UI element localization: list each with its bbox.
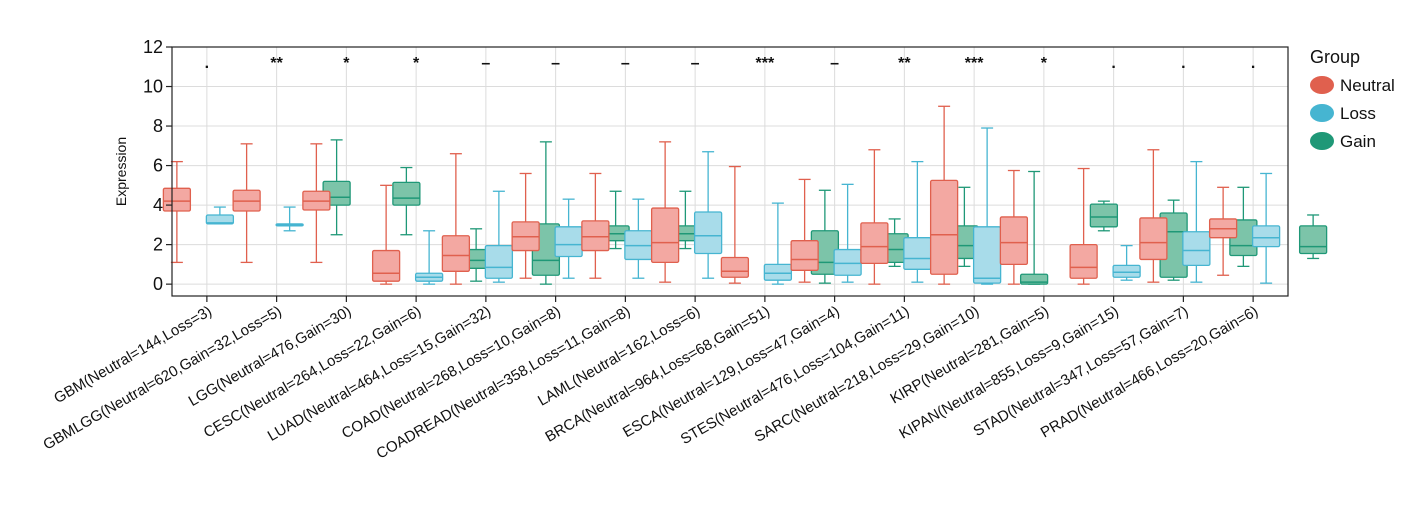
plot-frame <box>171 46 1289 297</box>
significance-mark: – <box>830 55 839 72</box>
box-neutral <box>999 169 1029 285</box>
box-loss <box>484 190 514 283</box>
box-neutral <box>162 160 192 264</box>
box-body <box>1251 225 1281 248</box>
significance-mark: . <box>205 55 209 72</box>
box-body <box>972 226 1002 284</box>
box-body <box>1069 243 1098 279</box>
box-body <box>581 220 610 252</box>
significance-mark: * <box>1041 55 1048 72</box>
box-loss <box>414 230 444 285</box>
box-loss <box>205 206 235 225</box>
box-body <box>1089 203 1119 228</box>
box-neutral <box>929 105 959 285</box>
significance-mark: * <box>343 55 350 72</box>
legend-swatch-loss <box>1310 104 1334 122</box>
box-neutral <box>232 143 261 264</box>
y-tick-label: 2 <box>153 235 163 255</box>
significance-mark: – <box>481 55 490 72</box>
box-loss <box>275 206 304 232</box>
box-body <box>371 249 401 282</box>
y-axis: 0 2 4 6 8 10 12 <box>143 37 172 294</box>
x-axis: GBM(Neutral=144,Loss=3)GBMLGG(Neutral=62… <box>40 296 1261 463</box>
legend-title: Group <box>1310 47 1360 67</box>
legend-swatch-neutral <box>1310 76 1334 94</box>
box-gain <box>392 166 421 236</box>
legend-label-loss: Loss <box>1340 104 1376 123</box>
box-body <box>833 248 862 276</box>
box-body <box>763 263 793 281</box>
box-body <box>903 237 932 270</box>
box-neutral <box>511 172 540 279</box>
box-body <box>929 179 959 275</box>
box-loss <box>903 160 932 283</box>
box-neutral <box>650 141 680 283</box>
box-neutral <box>302 143 331 264</box>
legend-label-gain: Gain <box>1340 132 1376 151</box>
y-tick-label: 6 <box>153 156 163 176</box>
box-body <box>441 235 471 272</box>
y-tick-label: 12 <box>143 37 163 57</box>
box-loss <box>1251 172 1281 284</box>
box-gain <box>1019 170 1049 285</box>
box-body <box>554 226 583 258</box>
y-tick-label: 10 <box>143 77 163 97</box>
box-body <box>205 214 235 225</box>
box-loss <box>1182 160 1211 283</box>
significance-mark: . <box>1181 55 1185 72</box>
legend-swatch-gain <box>1310 132 1334 150</box>
y-tick-label: 0 <box>153 274 163 294</box>
significance-mark: ** <box>270 55 283 72</box>
box-body <box>999 216 1029 266</box>
y-axis-label: Expression <box>113 137 129 206</box>
significance-mark: – <box>691 55 700 72</box>
box-body <box>693 211 723 255</box>
box-body <box>720 256 750 278</box>
legend-label-neutral: Neutral <box>1340 76 1395 95</box>
box-body <box>1112 264 1141 278</box>
significance-mark: – <box>551 55 560 72</box>
box-neutral <box>1139 149 1168 283</box>
box-loss <box>763 202 793 285</box>
box-neutral <box>581 172 610 279</box>
box-body <box>1298 225 1328 255</box>
box-neutral <box>441 153 471 285</box>
significance-marks: . ** * * – – – – *** – ** *** *... <box>205 55 1256 72</box>
box-loss <box>624 198 653 279</box>
box-neutral <box>720 165 750 284</box>
box-gain <box>1089 200 1119 232</box>
significance-mark: *** <box>965 55 984 72</box>
y-tick-label: 8 <box>153 116 163 136</box>
box-body <box>1139 217 1168 261</box>
x-tick-label: COADREAD(Neutral=358,Loss=11,Gain=8) <box>373 303 633 463</box>
box-neutral <box>790 178 819 283</box>
significance-mark: ** <box>898 55 911 72</box>
box-body <box>484 244 514 279</box>
y-tick-label: 4 <box>153 195 163 215</box>
box-loss <box>1112 244 1141 281</box>
box-body <box>650 207 680 264</box>
box-loss <box>693 151 723 279</box>
box-series <box>162 105 1328 285</box>
box-neutral <box>371 184 401 285</box>
significance-mark: * <box>413 55 420 72</box>
box-neutral <box>860 149 889 285</box>
box-body <box>860 222 889 265</box>
box-loss <box>972 127 1002 285</box>
significance-mark: . <box>1251 55 1255 72</box>
significance-mark: – <box>621 55 630 72</box>
box-neutral <box>1208 186 1238 276</box>
box-body <box>162 187 192 212</box>
box-body <box>1182 231 1211 267</box>
box-gain <box>1298 214 1328 260</box>
significance-mark: . <box>1111 55 1115 72</box>
box-body <box>392 181 421 206</box>
box-loss <box>833 183 862 283</box>
box-neutral <box>1069 167 1098 285</box>
significance-mark: *** <box>756 55 775 72</box>
box-loss <box>554 198 583 279</box>
box-body <box>790 240 819 271</box>
legend: Group Neutral Loss Gain <box>1310 47 1395 151</box>
